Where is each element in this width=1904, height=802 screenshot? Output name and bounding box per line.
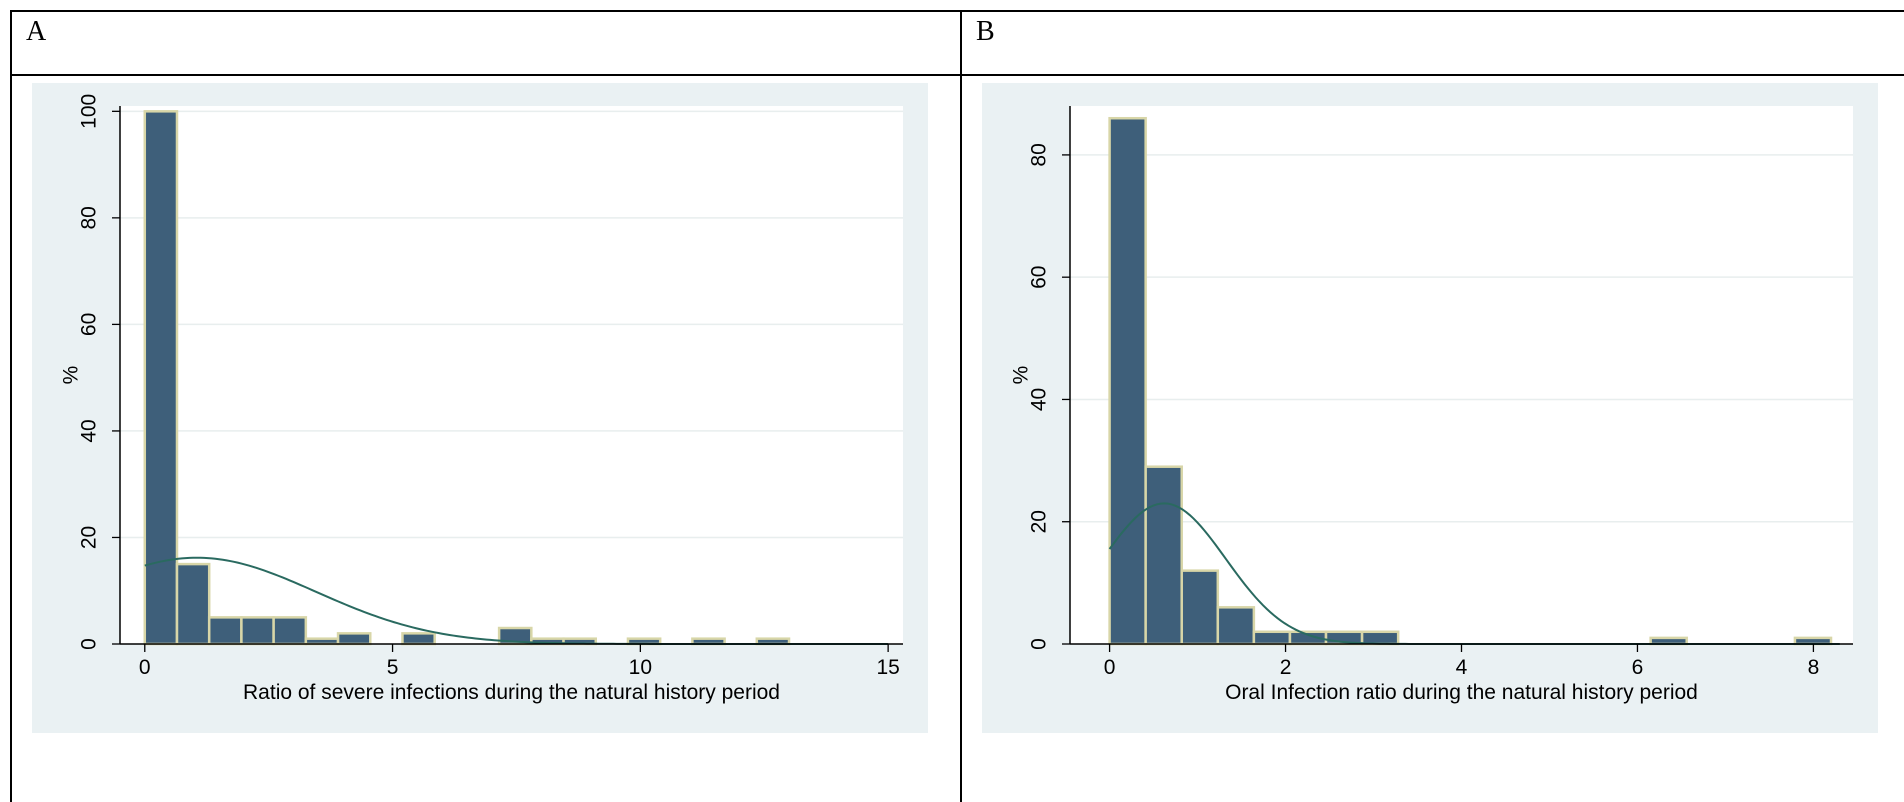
chart-a-y-tick-label: 60 <box>78 313 101 336</box>
chart-b-y-tick-label: 20 <box>1028 510 1051 533</box>
chart-a-x-tick-label: 0 <box>139 656 151 679</box>
chart-b-bar <box>1216 606 1256 646</box>
chart-a-bar <box>401 632 436 646</box>
chart-b-x-tick-label: 6 <box>1632 656 1644 679</box>
chart-a-x-tick-label: 10 <box>629 656 652 679</box>
chart-a-bar <box>304 637 340 646</box>
histogram-a-container: 0 20 40 60 80 100 0 5 10 15 Ratio of severe infect… <box>32 83 928 733</box>
chart-b-bar <box>1360 630 1400 646</box>
histogram-a: 0 20 40 60 80 100 0 5 10 15 Ratio of severe infect… <box>60 94 903 704</box>
chart-b-bar <box>1144 465 1183 646</box>
chart-a-y-tick-label: 20 <box>78 526 101 549</box>
chart-a-bar <box>240 616 275 646</box>
chart-b-x-tick-label: 4 <box>1456 656 1468 679</box>
chart-b-y-tick-label: 40 <box>1028 388 1051 411</box>
chart-a-bar <box>143 110 179 646</box>
panel-label-b: B <box>976 16 995 47</box>
chart-b-bar <box>1108 116 1147 646</box>
chart-a-x-axis-title: Ratio of severe infections during the na… <box>243 681 780 704</box>
table-frame <box>10 10 1904 802</box>
chart-a-bar <box>336 632 372 646</box>
chart-a-y-tick-label: 0 <box>78 638 101 650</box>
chart-b-plot-area <box>1070 106 1853 644</box>
chart-a-x-tick-label: 5 <box>387 656 399 679</box>
chart-a-y-tick-label: 80 <box>78 206 101 229</box>
chart-b-y-axis-title: % <box>1010 366 1033 385</box>
chart-a-y-tick-label: 40 <box>78 419 101 442</box>
chart-a-bar <box>272 616 308 646</box>
chart-a-bar <box>175 562 211 646</box>
chart-b-x-tick-label: 8 <box>1808 656 1820 679</box>
chart-b-y-tick-label: 60 <box>1028 266 1051 289</box>
chart-b-y-tick-label: 0 <box>1028 638 1051 650</box>
histogram-b-container: 0 20 40 60 80 0 2 4 6 8 Oral Infection ratio durin… <box>982 83 1878 733</box>
chart-a-x-tick-label: 15 <box>876 656 899 679</box>
panel-label-a: A <box>26 16 47 47</box>
chart-b-y-tick-label: 80 <box>1028 143 1051 166</box>
chart-a-y-tick-label: 100 <box>78 94 101 129</box>
chart-a-plot-area <box>120 106 903 644</box>
header-divider <box>10 74 1904 76</box>
chart-a-y-axis-title: % <box>60 366 83 385</box>
chart-b-bar <box>1180 569 1220 646</box>
chart-a-bar <box>207 616 243 646</box>
chart-b-x-tick-label: 2 <box>1280 656 1292 679</box>
column-divider <box>960 10 962 802</box>
histogram-b: 0 20 40 60 80 0 2 4 6 8 Oral Infection ratio durin… <box>1010 106 1853 704</box>
chart-b-x-tick-label: 0 <box>1104 656 1116 679</box>
chart-b-bar <box>1252 630 1292 646</box>
chart-b-x-axis-title: Oral Infection ratio during the natural … <box>1225 681 1698 704</box>
